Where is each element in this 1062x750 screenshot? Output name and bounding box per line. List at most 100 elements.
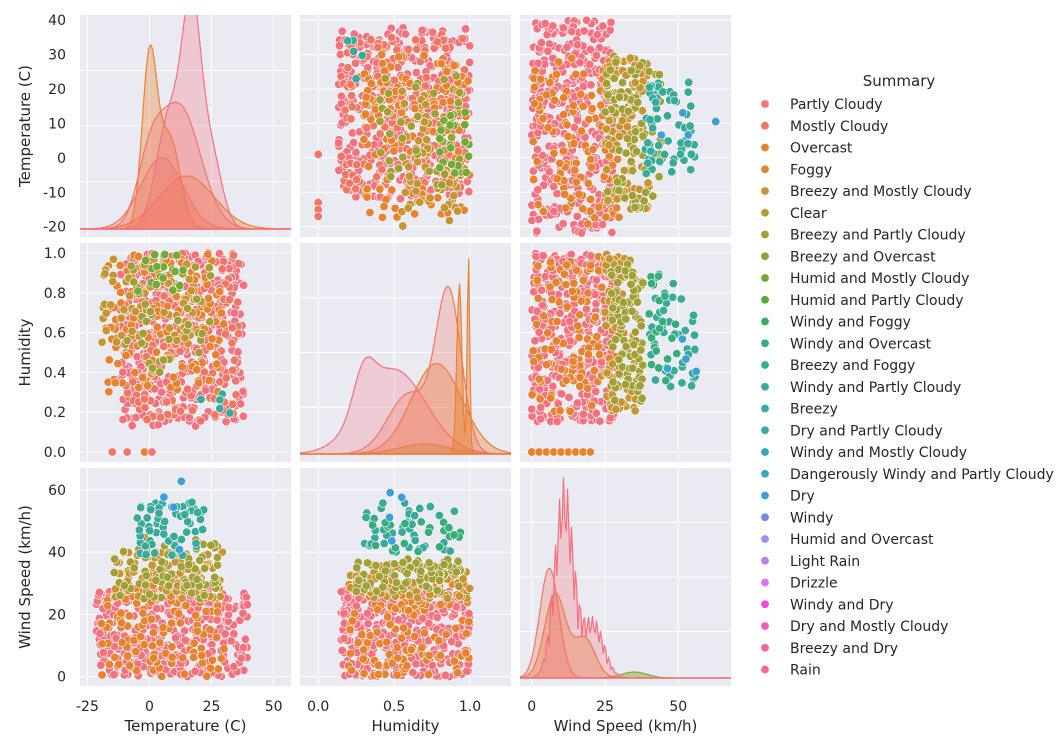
scatter-point: [603, 195, 613, 205]
scatter-point: [593, 342, 603, 352]
scatter-point: [351, 587, 361, 597]
scatter-point: [144, 589, 154, 599]
scatter-point: [357, 630, 367, 640]
scatter-point: [533, 185, 543, 195]
scatter-point: [382, 637, 392, 647]
scatter-point: [118, 547, 128, 557]
scatter-point: [595, 416, 605, 426]
scatter-point: [630, 202, 640, 212]
scatter-point: [433, 193, 443, 203]
scatter-point: [141, 255, 151, 265]
scatter-point: [221, 329, 231, 339]
scatter-point: [638, 360, 648, 370]
scatter-point: [658, 306, 668, 316]
scatter-point: [562, 120, 572, 130]
scatter-point: [397, 133, 407, 143]
scatter-point: [401, 578, 411, 588]
scatter-point: [417, 643, 427, 653]
scatter-point: [415, 503, 425, 513]
legend-entry: Rain: [760, 663, 821, 679]
scatter-point: [231, 376, 241, 386]
scatter-point: [424, 166, 434, 176]
scatter-point: [196, 394, 206, 404]
scatter-point: [189, 652, 199, 662]
scatter-point: [190, 564, 200, 574]
scatter-point: [393, 615, 403, 625]
legend-entry: Foggy: [760, 162, 832, 178]
scatter-point: [559, 110, 569, 120]
scatter-point: [391, 578, 401, 588]
scatter-point: [639, 196, 649, 206]
y-tick-label: 60: [48, 483, 66, 499]
scatter-point: [637, 393, 647, 403]
scatter-point: [132, 666, 142, 676]
scatter-point: [129, 563, 139, 573]
scatter-point: [629, 340, 639, 350]
scatter-point: [385, 620, 395, 630]
scatter-point: [544, 167, 554, 177]
scatter-point: [537, 150, 547, 160]
scatter-point: [212, 633, 222, 643]
panel-r1-c1: [300, 243, 511, 462]
scatter-point: [461, 629, 471, 639]
scatter-point: [626, 66, 636, 76]
scatter-point: [538, 251, 548, 261]
scatter-point: [454, 98, 464, 108]
scatter-point: [130, 307, 140, 317]
scatter-point: [150, 548, 160, 558]
scatter-point: [404, 162, 414, 172]
scatter-point: [139, 394, 149, 404]
scatter-point: [603, 187, 613, 197]
scatter-point: [212, 553, 222, 563]
scatter-point: [104, 387, 114, 397]
legend-entry: Humid and Partly Cloudy: [760, 293, 964, 309]
scatter-point: [410, 209, 420, 219]
scatter-point: [204, 375, 214, 385]
scatter-point: [619, 165, 629, 175]
scatter-point: [108, 254, 118, 264]
scatter-point: [192, 626, 202, 636]
scatter-point: [614, 185, 624, 195]
scatter-point: [373, 669, 383, 679]
scatter-point: [360, 109, 370, 119]
scatter-point: [155, 638, 165, 648]
scatter-point: [182, 527, 192, 537]
scatter-point: [234, 329, 244, 339]
scatter-point: [464, 617, 474, 627]
scatter-point: [221, 417, 231, 427]
scatter-point: [229, 308, 239, 318]
x-tick-label: 25: [203, 699, 221, 715]
legend-entry: Windy and Dry: [760, 597, 894, 613]
scatter-point: [171, 633, 181, 643]
scatter-point: [226, 636, 236, 646]
scatter-point: [449, 506, 459, 516]
scatter-point: [572, 398, 582, 408]
scatter-point: [400, 519, 410, 529]
scatter-point: [654, 70, 664, 80]
scatter-point: [641, 169, 651, 179]
legend-marker: [760, 251, 770, 261]
scatter-point: [387, 32, 397, 42]
scatter-point: [132, 352, 142, 362]
scatter-point: [608, 303, 618, 313]
scatter-point: [444, 216, 454, 226]
scatter-point: [167, 642, 177, 652]
scatter-point: [598, 21, 608, 31]
scatter-point: [410, 511, 420, 521]
scatter-point: [613, 278, 623, 288]
scatter-point: [178, 265, 188, 275]
scatter-point: [449, 191, 459, 201]
legend-entry: Overcast: [760, 141, 853, 157]
scatter-point: [372, 172, 382, 182]
scatter-point: [574, 189, 584, 199]
scatter-point: [380, 122, 390, 132]
scatter-point: [159, 529, 169, 539]
scatter-point: [586, 162, 596, 172]
scatter-point: [110, 378, 120, 388]
scatter-point: [579, 69, 589, 79]
scatter-point: [465, 57, 475, 67]
scatter-point: [410, 631, 420, 641]
scatter-point: [650, 375, 660, 385]
scatter-point: [555, 406, 565, 416]
scatter-point: [668, 158, 678, 168]
